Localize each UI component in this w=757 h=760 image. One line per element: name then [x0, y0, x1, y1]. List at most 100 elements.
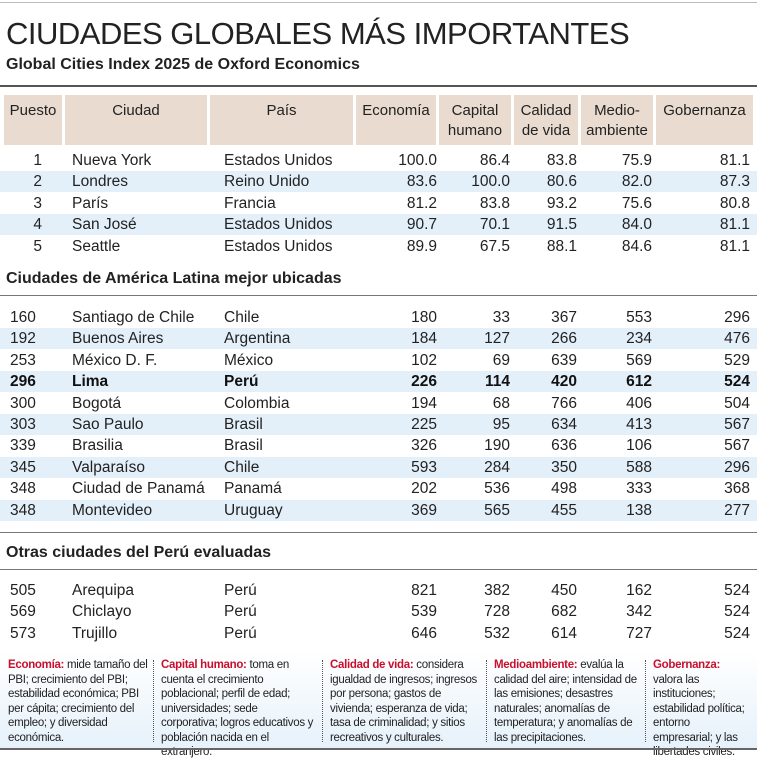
cell-country: Panamá [224, 480, 282, 498]
cell-calidad-vida: 498 [551, 480, 577, 498]
table-row: 4 San José Estados Unidos 90.7 70.1 91.5 84.0 8… [0, 214, 757, 236]
note-text: evalúa la calidad del aire; intensidad d… [494, 659, 637, 744]
cell-economia: 646 [411, 624, 437, 642]
cell-calidad-vida: 455 [551, 501, 577, 519]
cell-gobernanza: 476 [724, 330, 750, 348]
table-row: 345 Valparaíso Chile 593 284 350 588 296 [0, 456, 757, 478]
cell-calidad-vida: 80.6 [546, 173, 577, 191]
cell-rank: 300 [10, 394, 36, 412]
cell-city: Ciudad de Panamá [72, 480, 205, 498]
cell-economia: 180 [411, 309, 437, 326]
page-title: CIUDADES GLOBALES MÁS IMPORTANTES [6, 16, 630, 51]
cell-capital-humano: 532 [484, 624, 510, 642]
cell-country: Francia [224, 194, 276, 212]
cell-city: Montevideo [72, 501, 153, 519]
cell-medioambiente: 75.9 [621, 152, 652, 169]
table-row: 339 Brasilia Brasil 326 190 636 106 567 [0, 435, 757, 456]
cell-country: Perú [224, 624, 257, 642]
cell-rank: 253 [10, 351, 36, 369]
cell-city: México D. F. [72, 351, 158, 369]
cell-city: Nueva York [72, 152, 152, 169]
cell-medioambiente: 342 [626, 603, 652, 621]
note-text: mide tamaño del PBI; crecimiento del PBI… [8, 659, 148, 744]
note-calidad-vida: Calidad de vida: considera igualdad de i… [330, 658, 482, 745]
cell-capital-humano: 382 [484, 582, 510, 599]
cell-calidad-vida: 266 [551, 330, 577, 348]
note-term: Economía: [8, 659, 65, 671]
table-row: 303 Sao Paulo Brasil 225 95 634 413 567 [0, 414, 757, 435]
header-capital-humano: Capital humano [439, 95, 511, 145]
cell-city: Bogotá [72, 394, 122, 412]
cell-calidad-vida: 766 [551, 394, 577, 412]
cell-gobernanza: 524 [724, 373, 750, 391]
cell-medioambiente: 569 [626, 351, 652, 369]
note-gobernanza: Gobernanza: valora las instituciones; es… [653, 658, 751, 760]
cell-capital-humano: 284 [484, 458, 510, 476]
table-row: 573 Trujillo Perú 646 532 614 727 524 [0, 623, 757, 644]
cell-country: Estados Unidos [224, 216, 333, 234]
cell-country: Uruguay [224, 501, 283, 519]
cell-rank: 569 [10, 603, 36, 621]
cell-gobernanza: 567 [724, 416, 750, 433]
table-row: 296 Lima Perú 226 114 420 612 524 [0, 371, 757, 393]
cell-rank: 192 [10, 330, 36, 348]
cell-rank: 5 [33, 237, 42, 255]
divider [0, 85, 757, 87]
cell-rank: 348 [10, 480, 36, 498]
cell-medioambiente: 162 [626, 582, 652, 599]
note-text: valora las instituciones; estabilidad po… [653, 673, 745, 759]
cell-gobernanza: 296 [724, 309, 750, 326]
cell-gobernanza: 80.8 [719, 194, 750, 212]
cell-capital-humano: 565 [484, 501, 510, 519]
cell-country: México [224, 351, 274, 369]
cell-gobernanza: 524 [724, 624, 750, 642]
cell-gobernanza: 87.3 [719, 173, 750, 191]
cell-medioambiente: 234 [626, 330, 652, 348]
cell-economia: 89.9 [406, 237, 437, 255]
note-medioambiente: Medioambiente: evalúa la calidad del air… [494, 658, 640, 745]
note-term: Capital humano: [161, 659, 247, 671]
cell-gobernanza: 368 [724, 480, 750, 498]
cell-city: San José [72, 216, 137, 234]
cell-calidad-vida: 91.5 [546, 216, 577, 234]
header-medioambiente: Medio-ambiente [581, 95, 653, 145]
cell-rank: 296 [10, 373, 36, 391]
cell-capital-humano: 127 [484, 330, 510, 348]
cell-gobernanza: 524 [724, 603, 750, 621]
table-row: 348 Montevideo Uruguay 369 565 455 138 277 [0, 499, 757, 521]
cell-medioambiente: 106 [626, 437, 652, 455]
cell-country: Colombia [224, 394, 290, 412]
note-term: Medioambiente: [494, 659, 578, 671]
cell-country: Chile [224, 458, 260, 476]
table-row: 1 Nueva York Estados Unidos 100.0 86.4 83.8 75… [0, 150, 757, 171]
cell-calidad-vida: 93.2 [546, 194, 577, 212]
cell-rank: 339 [10, 437, 36, 455]
separator [645, 660, 646, 742]
cell-calidad-vida: 614 [551, 624, 577, 642]
cell-economia: 202 [411, 480, 437, 498]
cell-rank: 303 [10, 416, 36, 433]
cell-rank: 4 [33, 216, 42, 234]
cell-capital-humano: 33 [492, 309, 510, 326]
cell-capital-humano: 536 [484, 480, 510, 498]
cell-gobernanza: 277 [724, 501, 750, 519]
cell-city: Seattle [72, 237, 121, 255]
cell-gobernanza: 529 [724, 351, 750, 369]
note-text: considera igualdad de ingresos; ingresos… [330, 659, 477, 744]
table-row: 5 Seattle Estados Unidos 89.9 67.5 88.1 84.6 81… [0, 236, 757, 257]
cell-gobernanza: 504 [724, 394, 750, 412]
cell-calidad-vida: 639 [551, 351, 577, 369]
cell-rank: 505 [10, 582, 36, 599]
cell-capital-humano: 728 [484, 603, 510, 621]
cell-city: Lima [72, 373, 109, 391]
cell-country: Perú [224, 582, 257, 599]
separator [153, 660, 154, 742]
cell-country: Argentina [224, 330, 291, 348]
definitions-footer: Economía: mide tamaño del PBI; crecimien… [0, 652, 757, 758]
cell-rank: 573 [10, 624, 36, 642]
header-pais: País [210, 95, 353, 145]
divider [0, 532, 757, 533]
table-row: 569 Chiclayo Perú 539 728 682 342 524 [0, 601, 757, 622]
cell-rank: 3 [33, 194, 42, 212]
